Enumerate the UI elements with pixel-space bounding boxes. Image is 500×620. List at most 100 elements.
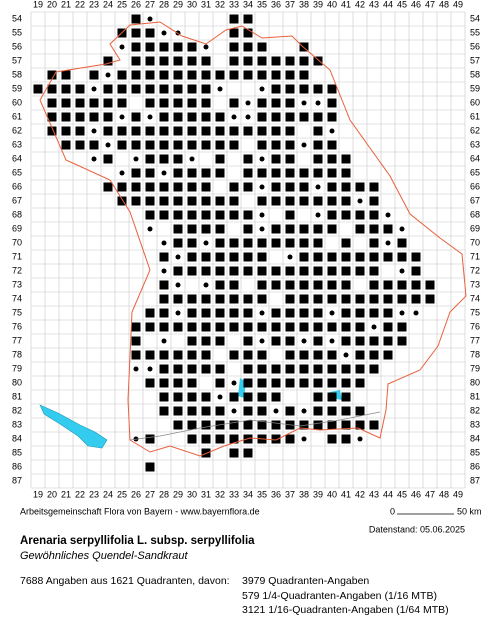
record-square <box>341 266 351 276</box>
record-dot <box>133 366 139 372</box>
subtitle: Gewöhnliches Quendel-Sandkraut <box>20 550 188 562</box>
row-label: 78 <box>12 349 22 359</box>
record-square <box>313 364 323 374</box>
record-square <box>327 98 337 108</box>
record-dot <box>315 100 321 106</box>
row-label: 57 <box>470 55 480 65</box>
record-square <box>425 280 435 290</box>
record-square <box>201 112 211 122</box>
col-label: 30 <box>187 0 197 9</box>
record-square <box>145 42 155 52</box>
row-label: 58 <box>470 69 480 79</box>
col-label: 29 <box>173 0 183 9</box>
record-square <box>299 294 309 304</box>
record-square <box>271 196 281 206</box>
record-square <box>187 266 197 276</box>
record-square <box>243 14 253 24</box>
row-label: 71 <box>470 251 480 261</box>
record-square <box>327 210 337 220</box>
col-label: 44 <box>383 489 393 499</box>
record-square <box>145 56 155 66</box>
record-dot <box>413 310 419 316</box>
record-square <box>313 322 323 332</box>
record-square <box>47 84 57 94</box>
record-square <box>285 266 295 276</box>
record-dot <box>399 310 405 316</box>
row-label: 54 <box>12 13 22 23</box>
record-square <box>229 434 239 444</box>
col-label: 35 <box>257 0 267 9</box>
record-square <box>229 350 239 360</box>
record-square <box>383 224 393 234</box>
record-square <box>229 238 239 248</box>
record-square <box>285 168 295 178</box>
record-square <box>257 294 267 304</box>
record-square <box>327 350 337 360</box>
record-dot <box>119 114 125 120</box>
col-label: 38 <box>299 489 309 499</box>
record-square <box>271 434 281 444</box>
record-square <box>313 308 323 318</box>
record-square <box>229 140 239 150</box>
row-label: 63 <box>12 139 22 149</box>
record-square <box>201 210 211 220</box>
record-square <box>285 364 295 374</box>
record-dot <box>91 156 97 162</box>
record-square <box>257 98 267 108</box>
record-square <box>229 42 239 52</box>
record-dot <box>175 310 181 316</box>
col-label: 36 <box>271 0 281 9</box>
record-square <box>229 56 239 66</box>
row-label: 76 <box>470 321 480 331</box>
record-dot <box>161 240 167 246</box>
record-square <box>173 420 183 430</box>
record-square <box>201 196 211 206</box>
record-square <box>341 168 351 178</box>
row-label: 72 <box>470 265 480 275</box>
record-square <box>313 294 323 304</box>
record-square <box>131 322 141 332</box>
record-square <box>285 378 295 388</box>
record-square <box>187 350 197 360</box>
record-square <box>131 42 141 52</box>
record-square <box>229 448 239 458</box>
record-square <box>355 350 365 360</box>
record-square <box>397 252 407 262</box>
record-square <box>243 378 253 388</box>
col-label: 36 <box>271 489 281 499</box>
row-label: 85 <box>12 447 22 457</box>
record-square <box>285 98 295 108</box>
record-dot <box>259 86 265 92</box>
record-square <box>103 126 113 136</box>
record-square <box>145 378 155 388</box>
record-square <box>257 364 267 374</box>
record-square <box>243 56 253 66</box>
record-square <box>271 308 281 318</box>
row-label: 66 <box>470 181 480 191</box>
col-label: 22 <box>75 489 85 499</box>
record-square <box>327 406 337 416</box>
record-square <box>117 98 127 108</box>
row-label: 75 <box>12 307 22 317</box>
record-square <box>313 112 323 122</box>
record-square <box>61 84 71 94</box>
record-square <box>215 252 225 262</box>
record-square <box>173 168 183 178</box>
record-square <box>131 14 141 24</box>
record-square <box>187 252 197 262</box>
record-dot <box>217 394 223 400</box>
record-square <box>145 210 155 220</box>
record-square <box>243 322 253 332</box>
record-square <box>397 294 407 304</box>
record-square <box>257 56 267 66</box>
col-label: 32 <box>215 489 225 499</box>
record-square <box>285 294 295 304</box>
record-square <box>327 280 337 290</box>
record-square <box>103 154 113 164</box>
record-dot <box>371 324 377 330</box>
record-square <box>89 112 99 122</box>
row-label: 62 <box>12 125 22 135</box>
row-label: 82 <box>12 405 22 415</box>
record-square <box>299 238 309 248</box>
record-square <box>75 98 85 108</box>
